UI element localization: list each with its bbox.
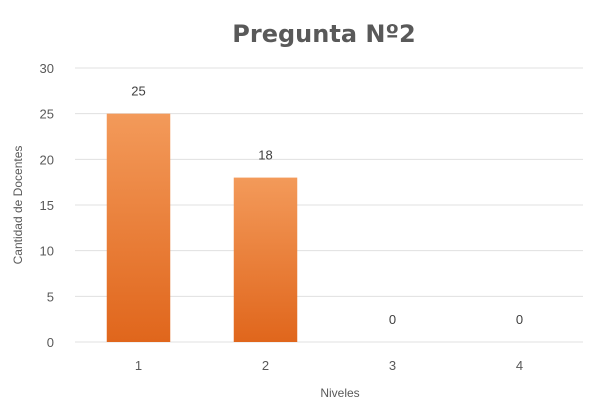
x-tick-label: 2 [262,358,269,373]
y-tick-label: 15 [40,198,54,213]
data-label-1: 25 [131,84,145,99]
x-tick-label: 3 [389,358,396,373]
data-label-4: 0 [516,312,523,327]
y-tick-label: 0 [47,335,54,350]
x-axis-tick-labels: 1 2 3 4 [135,358,523,373]
bar-2 [233,177,298,342]
data-label-2: 18 [258,148,272,163]
bar-1 [106,113,171,343]
y-axis-title: Cantidad de Docentes [11,146,25,265]
x-tick-label: 1 [135,358,142,373]
data-labels: 25 18 0 0 [131,84,523,327]
x-axis-title: Niveles [320,386,359,400]
y-tick-label: 20 [40,152,54,167]
bars [106,113,298,343]
chart-title: Pregunta Nº2 [232,20,415,48]
x-tick-label: 4 [516,358,523,373]
y-tick-label: 5 [47,289,54,304]
y-tick-label: 30 [40,61,54,76]
y-axis-tick-labels: 0 5 10 15 20 25 30 [40,61,54,350]
data-label-3: 0 [389,312,396,327]
y-tick-label: 25 [40,107,54,122]
y-tick-label: 10 [40,244,54,259]
